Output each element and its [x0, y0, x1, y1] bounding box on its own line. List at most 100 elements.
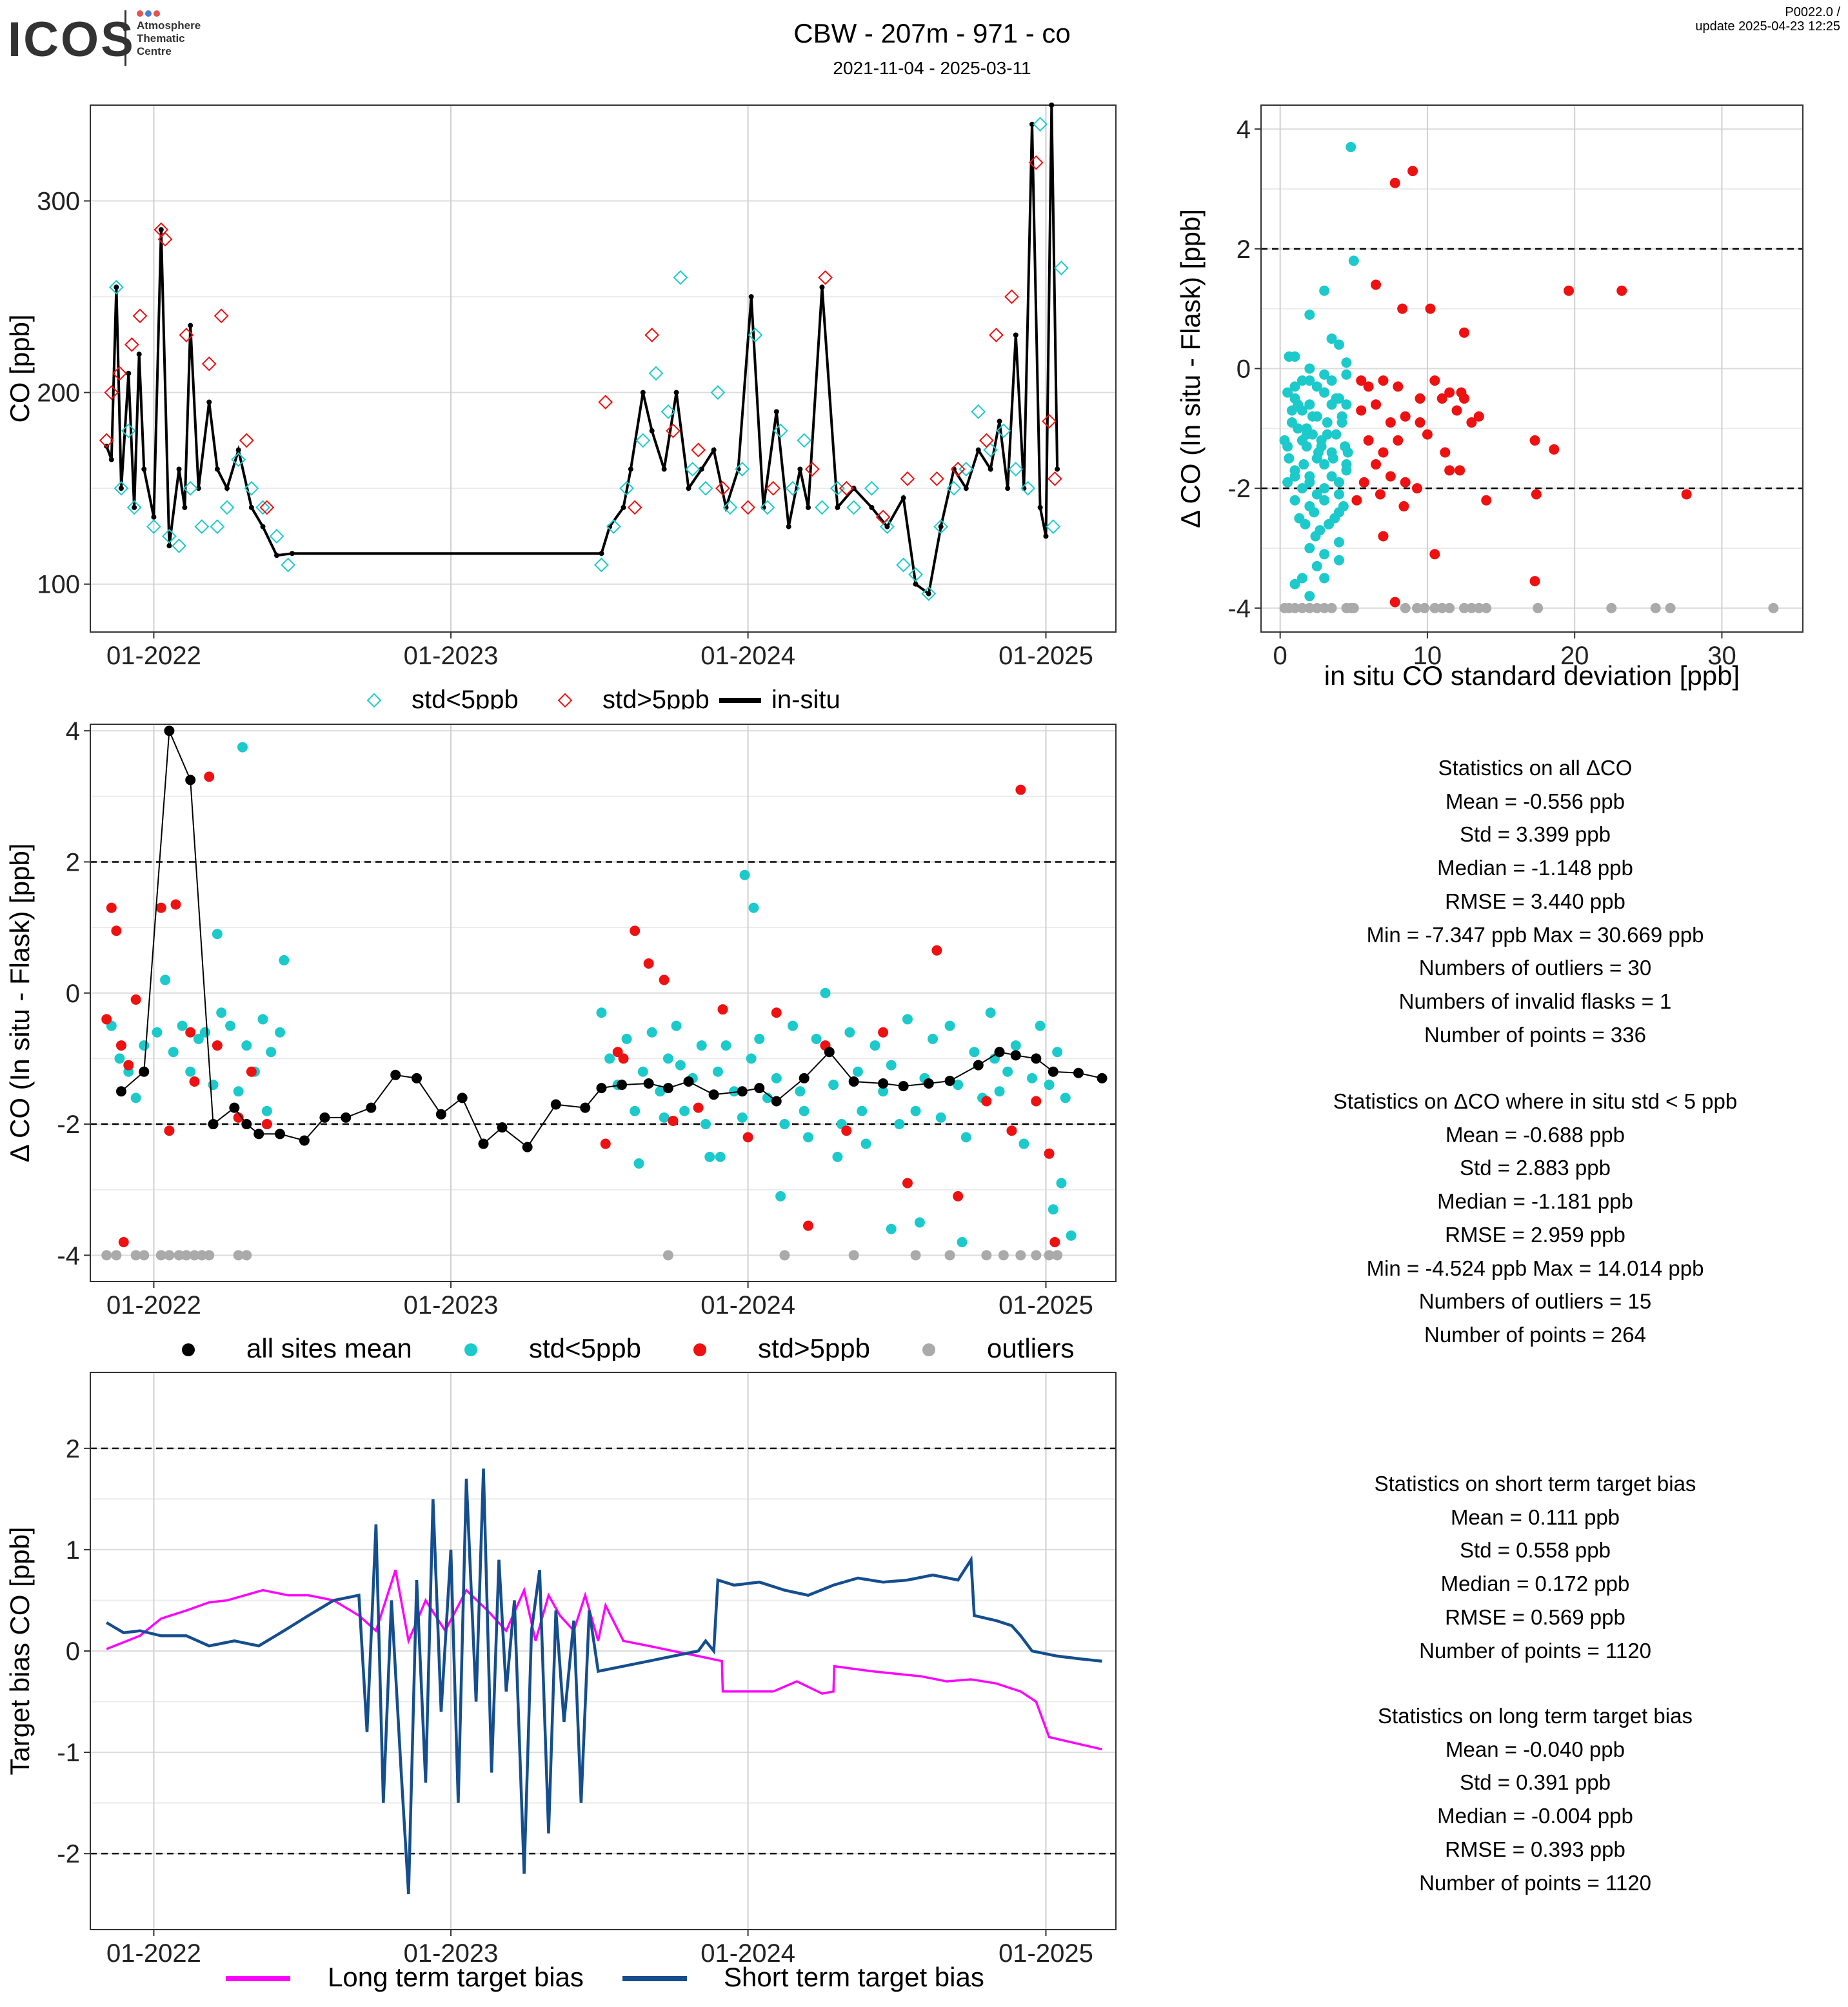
x-tick-label: 01-2022 [106, 1291, 201, 1320]
std-gt5-marker [104, 385, 119, 400]
in-situ-point [260, 524, 266, 529]
std-gt5-point [1455, 465, 1465, 476]
target-bias-chart: -2 -1 0 1 2 01-2022 01-2023 01-2024 01-2025 Targe… [5, 1372, 1117, 1992]
std-lt5-point [1289, 351, 1300, 362]
std-gt5-point [1031, 1096, 1042, 1107]
std-lt5-marker [921, 586, 937, 601]
std-lt5-point [257, 1014, 268, 1025]
stats-line: RMSE = 3.440 ppb [1445, 889, 1625, 913]
std-lt5-point [869, 1040, 880, 1051]
mean-point [1073, 1067, 1084, 1078]
outlier-point [1044, 1250, 1055, 1261]
mean-point [208, 1119, 219, 1130]
delta-timeseries-chart: -4 -2 0 2 4 01-2022 01-2023 01-2024 01-2025 Δ CO … [5, 717, 1117, 1361]
stats-line: Number of points = 264 [1424, 1322, 1646, 1347]
in-situ-point [806, 504, 811, 510]
x-tick-label: 01-2025 [999, 1939, 1093, 1968]
std-gt5-point [1006, 1125, 1017, 1136]
in-situ-point [975, 447, 981, 453]
in-situ-point [686, 486, 691, 491]
mean-point [580, 1102, 591, 1113]
std-lt5-marker [1008, 462, 1024, 477]
date-range: 2021-11-04 - 2025-03-11 [833, 58, 1031, 78]
mean-point [522, 1142, 533, 1152]
std-gt5-point [1429, 375, 1440, 386]
in-situ-point [206, 399, 212, 405]
outlier-point [1015, 1250, 1026, 1261]
stats-line: Mean = 0.111 ppb [1450, 1505, 1620, 1529]
std-lt5-point [754, 1033, 765, 1044]
outlier-point [101, 1250, 112, 1261]
std-lt5-marker [281, 557, 296, 573]
std-gt5-point [246, 1066, 257, 1077]
in-situ-point [273, 553, 279, 559]
std-lt5-marker [269, 529, 284, 544]
std-gt5-point [1351, 495, 1362, 506]
outlier-point [1400, 602, 1411, 613]
std-lt5-point [1333, 537, 1344, 548]
stats-line: RMSE = 0.393 ppb [1445, 1837, 1625, 1861]
std-lt5-point [771, 1073, 782, 1083]
y-tick-label: -4 [1227, 595, 1251, 623]
std-lt5-point [779, 1119, 790, 1130]
std-gt5-point [115, 1040, 126, 1051]
outlier-point [164, 1250, 175, 1261]
std-lt5-marker [146, 519, 161, 535]
mean-point [643, 1078, 654, 1089]
in-situ-point [166, 543, 172, 549]
std-lt5-marker [846, 500, 862, 515]
x-tick-label: 01-2024 [700, 642, 795, 670]
std-lt5-point [241, 1040, 252, 1051]
mean-point [662, 1083, 673, 1094]
outlier-point [1304, 602, 1315, 613]
outlier-point [1289, 602, 1300, 613]
std-lt5-point [1300, 519, 1311, 529]
std-lt5-point [914, 1217, 925, 1228]
mean-point [275, 1129, 286, 1140]
std-lt5-point [1348, 255, 1359, 266]
std-gt5-point [1444, 465, 1455, 476]
std-lt5-point [1319, 573, 1330, 584]
std-lt5-point [1336, 417, 1347, 428]
mean-point [923, 1078, 934, 1089]
std-lt5-point [715, 1151, 726, 1162]
legend-label: std>5ppb [758, 1333, 870, 1361]
std-lt5-point [1293, 399, 1304, 410]
x-tick-label: 01-2022 [106, 642, 201, 670]
plot-frame [90, 1372, 1117, 1930]
std-lt5-point [216, 1007, 227, 1018]
std-lt5-marker [971, 404, 986, 419]
y-axis-label: Δ CO (In situ - Flask) [ppb] [1175, 209, 1206, 528]
std-lt5-point [1329, 513, 1340, 524]
std-gt5-point [1363, 381, 1374, 392]
std-lt5-point [212, 929, 223, 940]
stats-line: Min = -7.347 ppb Max = 30.669 ppb [1366, 922, 1704, 947]
mean-point [994, 1047, 1005, 1058]
mean-point [754, 1083, 765, 1094]
std-gt5-point [1363, 435, 1374, 446]
legend-label: all sites mean [246, 1333, 412, 1361]
x-tick-label: 01-2024 [700, 1939, 795, 1968]
std-lt5-point [1340, 441, 1351, 452]
outlier-point [241, 1250, 252, 1261]
page-title: CBW - 207m - 971 - co [793, 18, 1071, 48]
mean-point [878, 1078, 889, 1089]
in-situ-point [132, 504, 137, 510]
std-lt5-point [878, 1086, 889, 1097]
std-lt5-point [720, 1040, 731, 1051]
outlier-point [1436, 602, 1447, 613]
std-lt5-point [1304, 375, 1315, 386]
std-lt5-point [1333, 339, 1344, 350]
std-lt5-point [199, 1027, 210, 1038]
y-tick-label: 2 [66, 1435, 80, 1463]
std-gt5-marker [740, 500, 756, 515]
std-lt5-point [1035, 1020, 1046, 1031]
y-tick-label: -4 [57, 1241, 80, 1270]
stats-line: Std = 2.883 ppb [1460, 1156, 1611, 1180]
std-lt5-point [860, 1138, 871, 1149]
legend-label: Short term target bias [724, 1962, 984, 1992]
std-gt5-point [1429, 549, 1440, 560]
std-lt5-point [1326, 375, 1337, 386]
stats-title: Statistics on long term target bias [1378, 1704, 1693, 1728]
std-lt5-marker [710, 385, 726, 400]
